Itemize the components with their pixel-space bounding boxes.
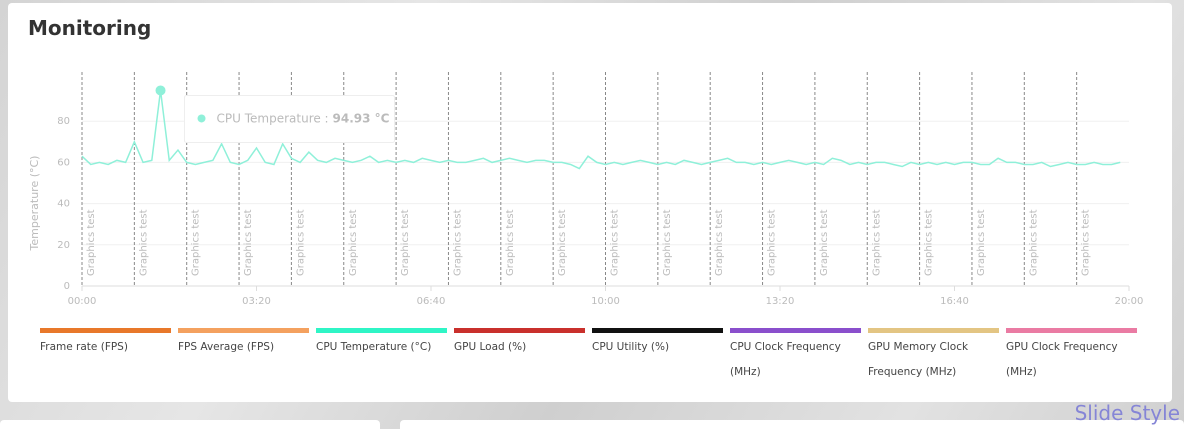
annotation-label: Graphics test bbox=[295, 209, 306, 276]
annotation-label: Graphics test bbox=[452, 209, 463, 276]
annotation-label: Graphics test bbox=[348, 209, 359, 276]
y-tick-label: 80 bbox=[57, 116, 70, 127]
x-tick-label: 03:20 bbox=[242, 296, 271, 307]
series-line bbox=[81, 90, 1121, 170]
legend-item[interactable]: Frame rate (FPS) bbox=[40, 328, 171, 360]
tooltip: CPU Temperature : 94.93 °C bbox=[184, 94, 396, 143]
legend-item[interactable]: CPU Clock Frequency (MHz) bbox=[730, 328, 861, 385]
hover-point bbox=[155, 85, 166, 96]
y-tick-label: 20 bbox=[57, 240, 70, 251]
tooltip-label: CPU Temperature : bbox=[217, 111, 329, 125]
chart: 0 20 40 60 80 00:00 03:20 06:40 10:00 13:20 16:40 2… bbox=[28, 72, 1144, 307]
x-tick-label: 16:40 bbox=[940, 296, 969, 307]
legend-label: FPS Average (FPS) bbox=[178, 341, 275, 353]
x-tick-label: 00:00 bbox=[68, 296, 97, 307]
annotation-label: Graphics test bbox=[1028, 209, 1039, 276]
annotation-label: Graphics test bbox=[924, 209, 935, 276]
annotation-label: Graphics test bbox=[138, 209, 149, 276]
legend-item[interactable]: GPU Load (%) bbox=[454, 328, 585, 360]
legend-label: GPU Load (%) bbox=[454, 341, 527, 353]
brand: Slide Style bbox=[1074, 401, 1180, 425]
annotation-label: Graphics test bbox=[1081, 209, 1092, 276]
title: Monitoring bbox=[28, 16, 152, 40]
annotation-label: Graphics test bbox=[505, 209, 516, 276]
legend-label: CPU Clock Frequency (MHz) bbox=[730, 341, 841, 378]
legend-item[interactable]: GPU Clock Frequency (MHz) bbox=[1006, 328, 1137, 385]
monitoring-card bbox=[8, 3, 1172, 402]
legend-item[interactable]: GPU Memory Clock Frequency (MHz) bbox=[868, 328, 999, 385]
y-tick-label: 40 bbox=[57, 199, 70, 210]
tooltip-dot bbox=[197, 114, 206, 123]
y-axis-label: Temperature (°C) bbox=[28, 156, 41, 252]
tooltip-box bbox=[184, 94, 396, 143]
annotation-label: Graphics test bbox=[819, 209, 830, 276]
annotation-label: Graphics test bbox=[243, 209, 254, 276]
legend-swatch bbox=[316, 328, 447, 333]
tooltip-value: 94.93 °C bbox=[333, 111, 390, 125]
legend-swatch bbox=[454, 328, 585, 333]
annotation-label: Graphics test bbox=[714, 209, 725, 276]
x-tick-label: 20:00 bbox=[1115, 296, 1144, 307]
legend-swatch bbox=[1006, 328, 1137, 333]
annotation-label: Graphics test bbox=[767, 209, 778, 276]
y-tick-label: 0 bbox=[64, 281, 70, 292]
annotation-label: Graphics test bbox=[191, 209, 202, 276]
legend-swatch bbox=[730, 328, 861, 333]
annotation-label: Graphics test bbox=[400, 209, 411, 276]
annotation-label: Graphics test bbox=[662, 209, 673, 276]
annotation-label: Graphics test bbox=[86, 209, 97, 276]
legend-item[interactable]: FPS Average (FPS) bbox=[178, 328, 309, 360]
annotation-label: Graphics test bbox=[557, 209, 568, 276]
x-tick-label: 10:00 bbox=[591, 296, 620, 307]
x-tick-label: 13:20 bbox=[766, 296, 795, 307]
legend-label: CPU Utility (%) bbox=[592, 341, 670, 353]
legend-item[interactable]: CPU Temperature (°C) bbox=[316, 328, 447, 360]
annotation-label: Graphics test bbox=[976, 209, 987, 276]
x-tick-label: 06:40 bbox=[417, 296, 446, 307]
legend-swatch bbox=[40, 328, 171, 333]
legend-swatch bbox=[592, 328, 723, 333]
annotation-label: Graphics test bbox=[871, 209, 882, 276]
legend-label: CPU Temperature (°C) bbox=[316, 341, 432, 353]
legend-label: Frame rate (FPS) bbox=[40, 341, 128, 353]
legend-swatch bbox=[178, 328, 309, 333]
legend-item[interactable]: CPU Utility (%) bbox=[592, 328, 723, 360]
legend-swatch bbox=[868, 328, 999, 333]
annotation-label: Graphics test bbox=[610, 209, 621, 276]
card bbox=[0, 420, 380, 429]
legend-label: GPU Memory Clock Frequency (MHz) bbox=[868, 341, 969, 378]
legend-label: GPU Clock Frequency (MHz) bbox=[1006, 341, 1118, 378]
y-tick-label: 60 bbox=[57, 157, 70, 168]
card bbox=[400, 420, 1184, 429]
